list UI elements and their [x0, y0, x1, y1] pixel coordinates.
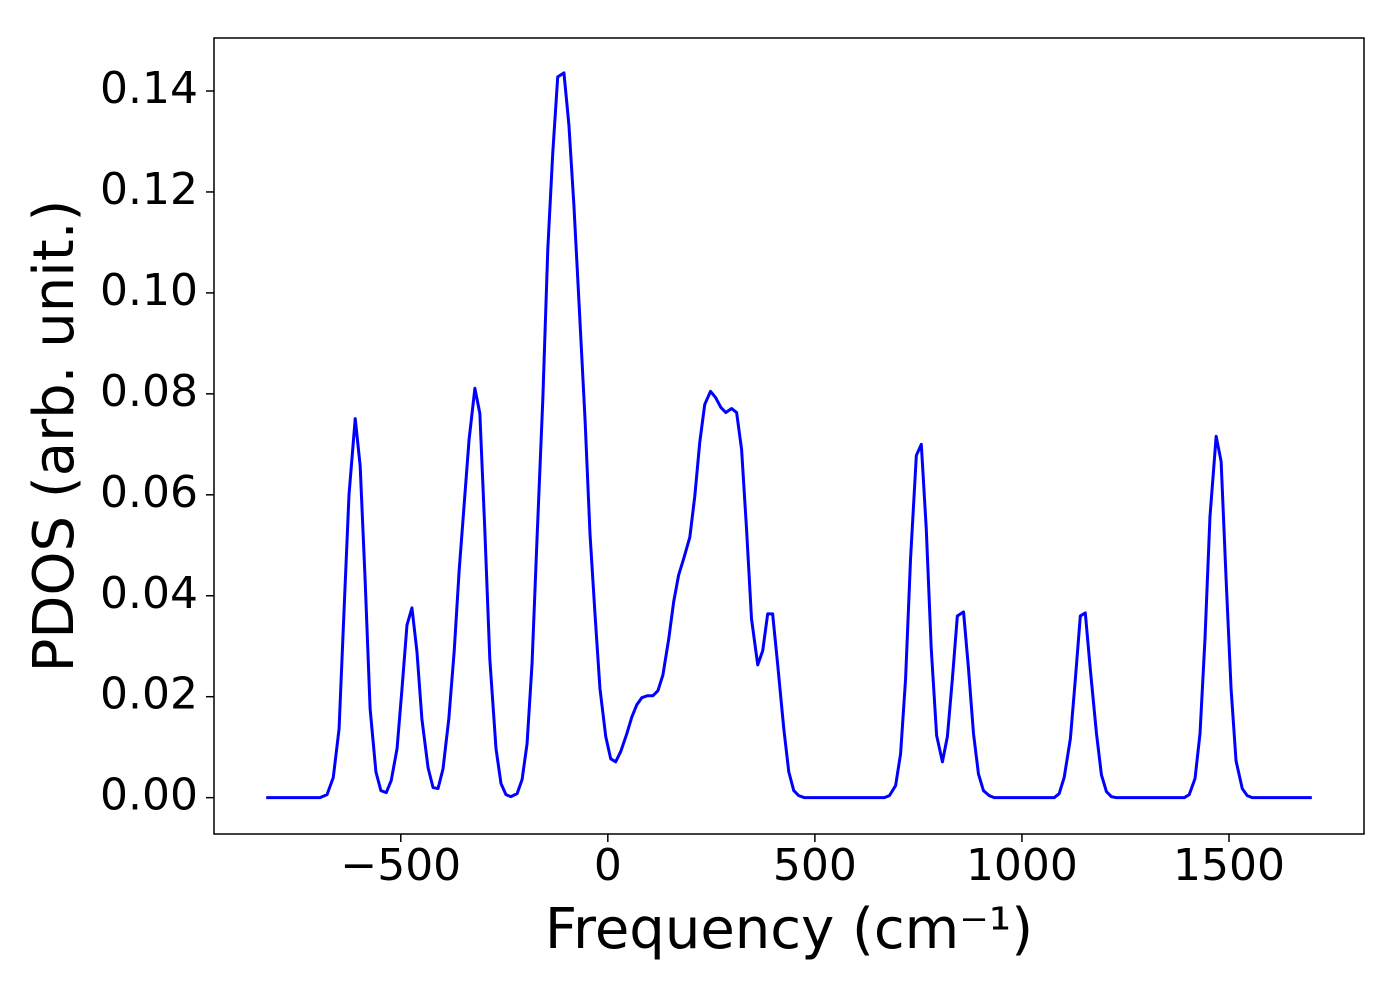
y-tick-label: 0.06	[100, 467, 198, 518]
x-axis-label: Frequency (cm⁻¹)	[545, 897, 1033, 962]
y-tick-label: 0.00	[100, 770, 198, 821]
plot-frame	[213, 37, 1365, 835]
y-tick-label: 0.02	[100, 669, 198, 720]
y-tick-label: 0.10	[100, 265, 198, 316]
x-tick-label: 500	[773, 840, 857, 891]
y-axis-label: PDOS (arb. unit.)	[22, 200, 87, 673]
data-line	[266, 71, 1312, 800]
y-tick-label: 0.12	[100, 164, 198, 215]
y-tick-label: 0.14	[100, 63, 198, 114]
x-tick-label: 1500	[1173, 840, 1285, 891]
x-tick-label: 1000	[966, 840, 1078, 891]
x-tick-label: −500	[340, 840, 461, 891]
y-tick-label: 0.04	[100, 568, 198, 619]
y-tick-label: 0.08	[100, 366, 198, 417]
x-tick-label: 0	[594, 840, 622, 891]
